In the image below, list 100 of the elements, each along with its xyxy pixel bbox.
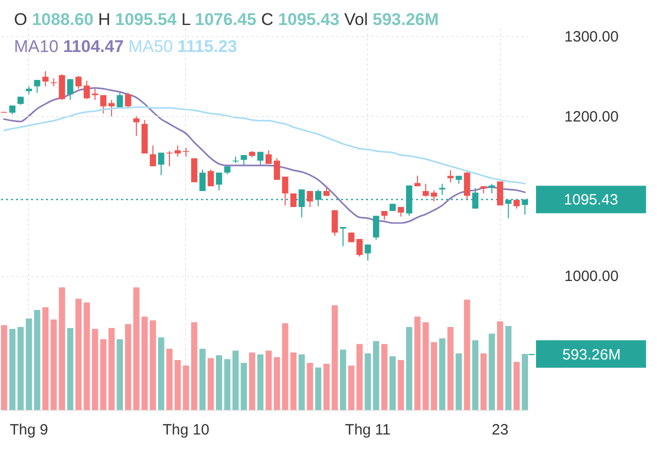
text: MA50	[128, 37, 174, 56]
candlestick	[240, 154, 247, 166]
bar	[142, 316, 148, 410]
candlestick	[430, 190, 438, 202]
bar	[315, 368, 322, 410]
candlestick	[92, 88, 98, 100]
candlestick	[67, 78, 74, 100]
bar	[75, 298, 82, 410]
candlestick	[398, 206, 404, 218]
bar	[108, 328, 115, 410]
text: MA10	[14, 37, 60, 56]
candlestick	[464, 171, 470, 200]
bar	[422, 322, 429, 410]
bar	[364, 353, 371, 410]
bar	[456, 353, 462, 410]
bar	[166, 348, 173, 410]
candlestick	[84, 80, 90, 100]
bar	[67, 328, 74, 410]
bar	[447, 327, 454, 410]
candlestick	[266, 150, 272, 164]
bar	[182, 366, 190, 410]
bar	[323, 364, 330, 410]
candlestick	[108, 99, 115, 118]
bar	[356, 344, 363, 410]
bar	[373, 341, 380, 410]
bar	[298, 354, 305, 410]
y-tick-label: 1200.00	[564, 108, 619, 126]
x-tick-label: 23	[492, 422, 508, 438]
bar	[522, 354, 528, 410]
bar	[505, 326, 512, 410]
text: O 1088.60 H 1095.54 L 1076.45 C 1095.43 Vol 593.26M	[14, 10, 439, 29]
candlestick	[439, 183, 446, 196]
ref-line-label: 1095.43	[564, 191, 618, 208]
candlestick	[257, 151, 264, 166]
y-tick-label: 1300.00	[564, 28, 619, 46]
candlestick	[166, 150, 173, 167]
candlestick	[306, 190, 314, 208]
bar	[414, 316, 421, 410]
x-tick-label: Thg 10	[162, 422, 210, 438]
bar	[34, 310, 40, 410]
candlestick	[364, 244, 371, 262]
bar	[332, 305, 338, 410]
candlestick	[282, 176, 288, 206]
bar	[249, 352, 256, 410]
y-tick-label: 1000.00	[564, 268, 619, 286]
bar	[514, 362, 520, 410]
candlestick	[356, 238, 363, 258]
bar	[282, 323, 288, 410]
bar	[480, 353, 487, 410]
bar	[125, 324, 132, 410]
bar	[240, 362, 247, 410]
bar	[488, 334, 495, 410]
candlestick	[116, 92, 123, 108]
bar	[92, 328, 98, 410]
bar	[439, 338, 446, 410]
y2-tick-label: 593.26M	[562, 346, 621, 364]
bar	[381, 344, 388, 410]
candlestick	[216, 172, 222, 191]
bar	[116, 339, 123, 410]
bar	[224, 359, 230, 410]
candlestick	[100, 94, 106, 114]
candlestick	[125, 92, 132, 108]
bar	[42, 307, 49, 410]
candlestick	[174, 144, 181, 158]
candlestick	[422, 183, 429, 198]
candlestick	[488, 183, 495, 194]
candlestick	[158, 152, 164, 176]
annotation: 1115.23	[178, 37, 238, 56]
candlestick	[340, 226, 346, 247]
candlestick	[42, 70, 49, 87]
candlestick	[497, 180, 504, 206]
candlestick	[208, 168, 214, 187]
bar	[290, 352, 297, 410]
bar	[430, 342, 438, 410]
bar	[398, 360, 404, 410]
candlestick	[75, 75, 82, 90]
candlestick	[133, 115, 140, 136]
bar	[158, 337, 164, 410]
bar	[472, 340, 478, 410]
bar	[306, 362, 314, 410]
bar	[340, 350, 346, 410]
bar	[266, 350, 272, 410]
bar	[216, 355, 222, 410]
bar	[18, 327, 24, 410]
bar	[390, 356, 396, 410]
candlestick	[58, 74, 66, 100]
bar	[133, 287, 140, 410]
bar	[150, 320, 156, 410]
bar	[84, 302, 90, 410]
candlestick	[274, 158, 280, 180]
candlestick	[332, 210, 338, 236]
candlestick	[373, 215, 380, 240]
bar	[274, 357, 280, 410]
bar	[9, 328, 16, 410]
bar	[257, 354, 264, 410]
bar	[406, 327, 412, 410]
bar	[348, 366, 354, 410]
x-tick-label: Thg 9	[10, 422, 48, 438]
x-tick-label: Thg 11	[345, 422, 391, 438]
bar	[26, 318, 32, 410]
